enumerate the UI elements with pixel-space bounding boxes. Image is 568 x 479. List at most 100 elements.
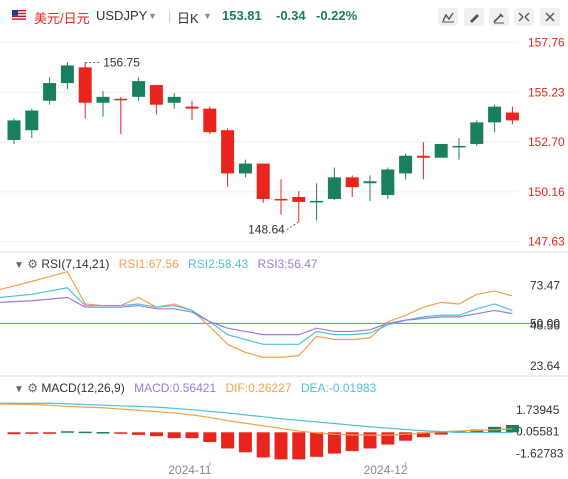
x-axis: 2024-11 2024-12 — [168, 462, 408, 477]
low-price-label: 148.64 — [248, 223, 285, 237]
macd-histogram-bar — [221, 432, 235, 449]
dea-value: DEA:-0.01983 — [300, 381, 377, 395]
macd-histogram-bar — [363, 432, 377, 449]
rsi-indicator-name[interactable]: RSI(7,14,21) — [41, 257, 110, 271]
symbol-code: USDJPY — [96, 8, 148, 23]
macd-histogram-bar — [149, 432, 163, 437]
macd-histogram-bar — [399, 432, 413, 441]
candle-body — [256, 163, 270, 199]
price-pane: 157.76 155.23 152.70 150.16 147.63 156.75 148.… — [0, 36, 565, 249]
rsi1-value: RSI1:67.56 — [118, 257, 179, 271]
macd-value: MACD:0.56421 — [134, 381, 217, 395]
dif-value: DIF:0.26227 — [225, 381, 292, 395]
macd-collapse-icon[interactable]: ▼ — [14, 384, 24, 395]
rsi3-value: RSI3:56.47 — [257, 257, 318, 271]
macd-histogram-bar — [78, 431, 92, 434]
macd-indicator-name[interactable]: MACD(12,26,9) — [41, 381, 125, 395]
candle-body — [43, 83, 57, 101]
candle-body — [488, 106, 502, 123]
candle-body — [292, 196, 306, 202]
macd-histogram-bar — [114, 432, 128, 434]
x-axis-label: 2024-12 — [364, 463, 408, 477]
candle-body — [114, 98, 128, 101]
macd-histogram-bar — [327, 432, 341, 454]
macd-histogram-bar — [132, 432, 146, 435]
rsi-legend: ▼ ⚙ RSI(7,14,21) RSI1:67.56 RSI2:58.43 R… — [14, 257, 318, 271]
rsi-axis-label: 50.00 — [530, 316, 560, 330]
candle-body — [7, 120, 21, 141]
macd-settings-icon[interactable]: ⚙ — [27, 381, 39, 395]
candle-body — [96, 96, 110, 103]
macd-histogram-bar — [167, 432, 181, 439]
drawing-tool-icon[interactable] — [464, 8, 484, 26]
timeframe-selector[interactable]: 日K — [177, 11, 199, 26]
candle-body — [505, 112, 519, 121]
high-price-label: 156.75 — [103, 55, 140, 69]
candle-body — [221, 130, 235, 174]
price-change-percent: -0.22% — [316, 8, 358, 23]
candle-body — [452, 145, 466, 148]
chevron-down-icon[interactable]: ▼ — [148, 11, 157, 21]
candle-body — [185, 106, 199, 109]
chart-header: 美元/日元 USDJPY ▼ | 日K ▼ 153.81 -0.34 -0.22… — [0, 0, 568, 32]
macd-axis-label: 1.73945 — [516, 403, 560, 417]
macd-histogram-bar — [7, 432, 21, 435]
macd-histogram-bar — [256, 432, 270, 458]
macd-histogram-bar — [292, 432, 306, 460]
macd-histogram-bar — [505, 425, 519, 433]
macd-histogram-bar — [43, 432, 57, 434]
pen-icon[interactable] — [489, 8, 509, 26]
macd-histogram-bar — [381, 432, 395, 445]
macd-histogram-bar — [274, 432, 288, 460]
candle-body — [399, 155, 413, 174]
close-icon[interactable] — [540, 8, 560, 26]
rsi-line-1 — [0, 270, 513, 358]
macd-histogram-bar — [310, 432, 324, 457]
us-flag-icon — [12, 10, 26, 20]
rsi-collapse-icon[interactable]: ▼ — [14, 260, 24, 271]
x-axis-label: 2024-11 — [168, 463, 211, 477]
macd-histogram-bar — [96, 432, 110, 434]
macd-histogram-bar — [345, 432, 359, 452]
price-axis-label: 152.70 — [528, 135, 565, 149]
candle-body — [310, 200, 324, 203]
indicator-settings-icon[interactable] — [438, 8, 458, 26]
last-price: 153.81 — [222, 8, 262, 23]
macd-axis-label: 0.05581 — [516, 425, 560, 439]
candle-body — [132, 81, 146, 97]
price-axis-label: 157.76 — [528, 36, 565, 50]
candle-body — [25, 110, 39, 131]
timeframe-chevron-icon[interactable]: ▼ — [203, 11, 212, 21]
macd-legend: ▼ ⚙ MACD(12,26,9) MACD:0.56421 DIF:0.262… — [14, 381, 376, 395]
divider: | — [168, 8, 172, 23]
candle-body — [274, 198, 288, 201]
macd-pane: 1.73945 0.05581 -1.62783 — [0, 402, 564, 460]
candle-body — [149, 85, 163, 105]
rsi-axis-label: 48.56 — [530, 319, 560, 333]
candle-body — [345, 177, 359, 188]
price-change: -0.34 — [276, 8, 306, 23]
macd-histogram-bar — [238, 432, 252, 453]
pair-name[interactable]: 美元/日元 — [34, 11, 90, 26]
candle-body — [238, 163, 252, 174]
rsi-settings-icon[interactable]: ⚙ — [27, 257, 39, 271]
macd-histogram-bar — [434, 432, 448, 435]
candle-body — [78, 67, 92, 103]
fullscreen-icon[interactable] — [514, 8, 534, 26]
low-marker-line — [286, 221, 300, 231]
macd-histogram-bar — [416, 432, 430, 438]
rsi-axis-label: 73.47 — [530, 278, 560, 292]
candle-body — [60, 65, 74, 84]
price-axis-label: 147.63 — [528, 235, 565, 249]
candle-body — [470, 122, 484, 144]
candle-body — [327, 177, 341, 199]
price-axis-label: 155.23 — [528, 85, 565, 99]
dif-line — [0, 403, 513, 436]
macd-histogram-bar — [60, 431, 74, 433]
candle-body — [363, 181, 377, 184]
rsi-line-3 — [0, 296, 513, 336]
macd-histogram-bar — [185, 432, 199, 439]
macd-histogram-bar — [203, 432, 217, 442]
